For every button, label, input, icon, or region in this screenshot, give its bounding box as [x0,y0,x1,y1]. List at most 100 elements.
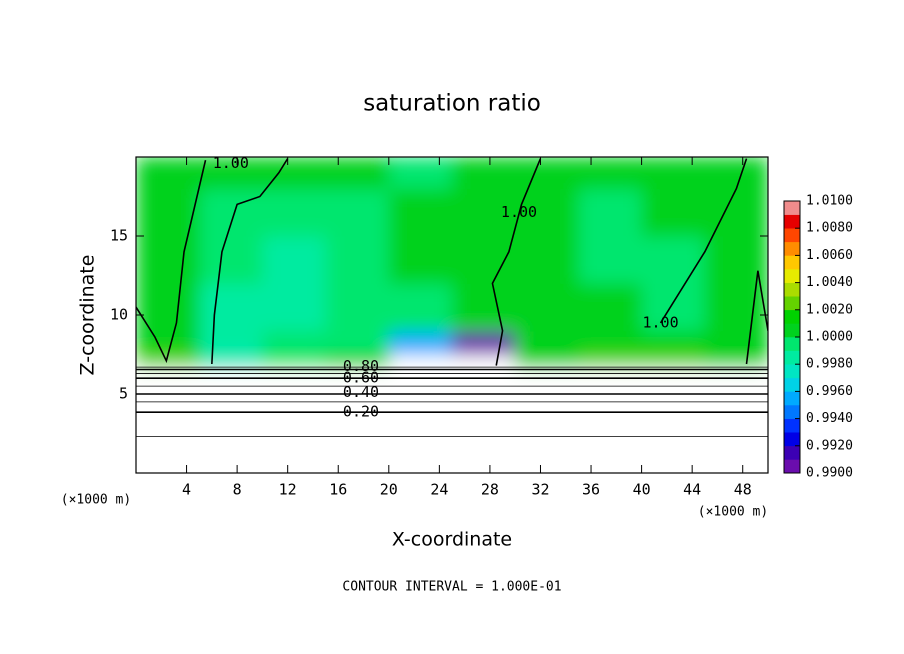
field-cell [704,409,768,442]
field-cell [515,354,579,368]
contour-line [745,270,768,365]
colorbar-tick-label: 0.9980 [806,357,853,372]
field-cell [199,386,263,411]
colorbar-swatch [784,364,800,379]
field-cell [388,386,453,411]
field-cell [641,236,706,284]
colorbar-tick-label: 1.0040 [806,275,853,290]
field-cell [704,283,768,332]
field-cell [515,330,579,355]
colorbar-swatch [784,269,800,283]
colorbar-swatch [784,309,800,324]
field-cell [578,188,643,237]
field-cell [262,236,327,284]
field-cell [262,157,327,190]
field-cell [136,386,200,411]
field-cell [262,283,327,332]
field-cells [136,157,768,473]
field-cell [199,283,263,332]
field-cell [704,386,768,411]
field-cell [199,441,263,473]
field-cell [452,188,516,237]
colorbar-swatch [784,405,800,419]
field-cell [704,367,768,387]
field-cell [199,354,263,368]
contour-label: 1.00 [501,203,537,221]
field-cell [641,283,706,332]
field-cell [262,330,327,355]
field-cell [452,157,516,190]
colorbar-swatch [784,214,800,229]
field-cell [452,409,516,442]
field-cell [452,386,516,411]
field-cell [515,236,579,284]
colorbar-swatch [784,391,800,406]
field-cell [136,188,200,237]
field-cell [388,367,453,387]
x-tick-label: 20 [380,481,398,499]
x-unit: (×1000 m) [698,505,768,520]
field-cell [262,441,327,473]
y-tick-label: 5 [119,385,128,403]
contour-label: 0.80 [343,357,379,375]
field-cell [388,330,453,355]
field-cell [325,354,390,368]
colorbar-tick-label: 0.9900 [806,466,853,481]
y-tick-label: 10 [110,306,128,324]
contour-line [491,158,542,366]
x-tick-label: 8 [233,481,242,499]
y-axis-label: Z-coordinate [77,255,99,376]
contour-label: 1.00 [642,313,678,331]
chart-title: saturation ratio [363,91,541,117]
field-cell [641,188,706,237]
contour-label: 0.60 [343,369,379,387]
field-cell [388,283,453,332]
field-cell [262,354,327,368]
field-cell [136,409,200,442]
field-cell [704,330,768,355]
colorbar-tick-label: 0.9940 [806,411,853,426]
field-cell [325,157,390,190]
colorbar-swatch [784,228,800,243]
field-cell [388,157,453,190]
colorbar-swatch [784,459,800,474]
field-cell [578,409,643,442]
field-cell [515,386,579,411]
field-cell [262,188,327,237]
x-tick-label: 12 [279,481,297,499]
y-tick-label: 15 [110,227,128,245]
field-cell [452,441,516,473]
x-tick-label: 32 [531,481,549,499]
field-cell [388,354,453,368]
field-cell [515,157,579,190]
field-cell [704,188,768,237]
field-cell [262,409,327,442]
field-cell [325,441,390,473]
x-tick-label: 44 [683,481,701,499]
field-cell [199,409,263,442]
x-tick-label: 4 [182,481,191,499]
field-cell [262,367,327,387]
colorbar-swatch [784,337,800,351]
x-axis-label: X-coordinate [392,529,512,551]
field-cell [641,386,706,411]
x-tick-label: 24 [430,481,448,499]
field-cell [704,157,768,190]
x-tick-label: 40 [633,481,651,499]
colorbar-tick-label: 0.9960 [806,384,853,399]
x-tick-label: 28 [481,481,499,499]
field-cell [136,283,200,332]
field-cell [452,236,516,284]
field-cell [641,157,706,190]
field-cell [704,441,768,473]
colorbar-swatch [784,241,800,256]
field [136,157,768,473]
field-cell [578,386,643,411]
colorbar: 0.9900 0.9920 0.9940 0.9960 0.9980 1.0000 1.00… [783,194,853,481]
colorbar-swatch [784,282,800,297]
field-cell [199,330,263,355]
field-cell [578,283,643,332]
field-cell [641,409,706,442]
contour-line [659,158,748,324]
